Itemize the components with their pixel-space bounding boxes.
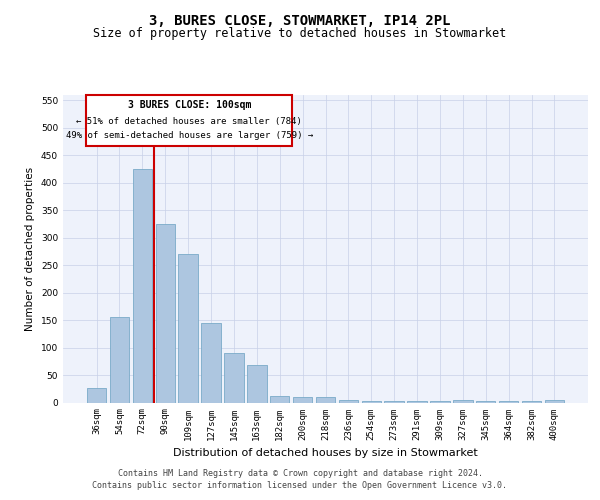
Text: 3, BURES CLOSE, STOWMARKET, IP14 2PL: 3, BURES CLOSE, STOWMARKET, IP14 2PL (149, 14, 451, 28)
Bar (545, 400, 564, 402)
Text: Contains public sector information licensed under the Open Government Licence v3: Contains public sector information licen… (92, 481, 508, 490)
Bar (247, 365, 266, 403)
Bar (270, 396, 289, 402)
Text: 3 BURES CLOSE: 100sqm: 3 BURES CLOSE: 100sqm (128, 100, 251, 110)
Text: Size of property relative to detached houses in Stowmarket: Size of property relative to detached ho… (94, 28, 506, 40)
Bar (338, 400, 358, 402)
Bar (202, 323, 221, 402)
Bar (293, 397, 313, 402)
Y-axis label: Number of detached properties: Number of detached properties (25, 166, 35, 331)
Bar (133, 169, 152, 402)
Text: 49% of semi-detached houses are larger (759) →: 49% of semi-detached houses are larger (… (65, 130, 313, 140)
Bar (224, 353, 244, 403)
FancyBboxPatch shape (86, 95, 292, 146)
Bar (110, 318, 129, 402)
Bar (316, 397, 335, 402)
Bar (178, 254, 198, 402)
X-axis label: Distribution of detached houses by size in Stowmarket: Distribution of detached houses by size … (173, 448, 478, 458)
Text: ← 51% of detached houses are smaller (784): ← 51% of detached houses are smaller (78… (76, 117, 302, 126)
Bar (453, 400, 473, 402)
Text: Contains HM Land Registry data © Crown copyright and database right 2024.: Contains HM Land Registry data © Crown c… (118, 469, 482, 478)
Bar (87, 388, 106, 402)
Bar (362, 401, 381, 402)
Bar (155, 224, 175, 402)
